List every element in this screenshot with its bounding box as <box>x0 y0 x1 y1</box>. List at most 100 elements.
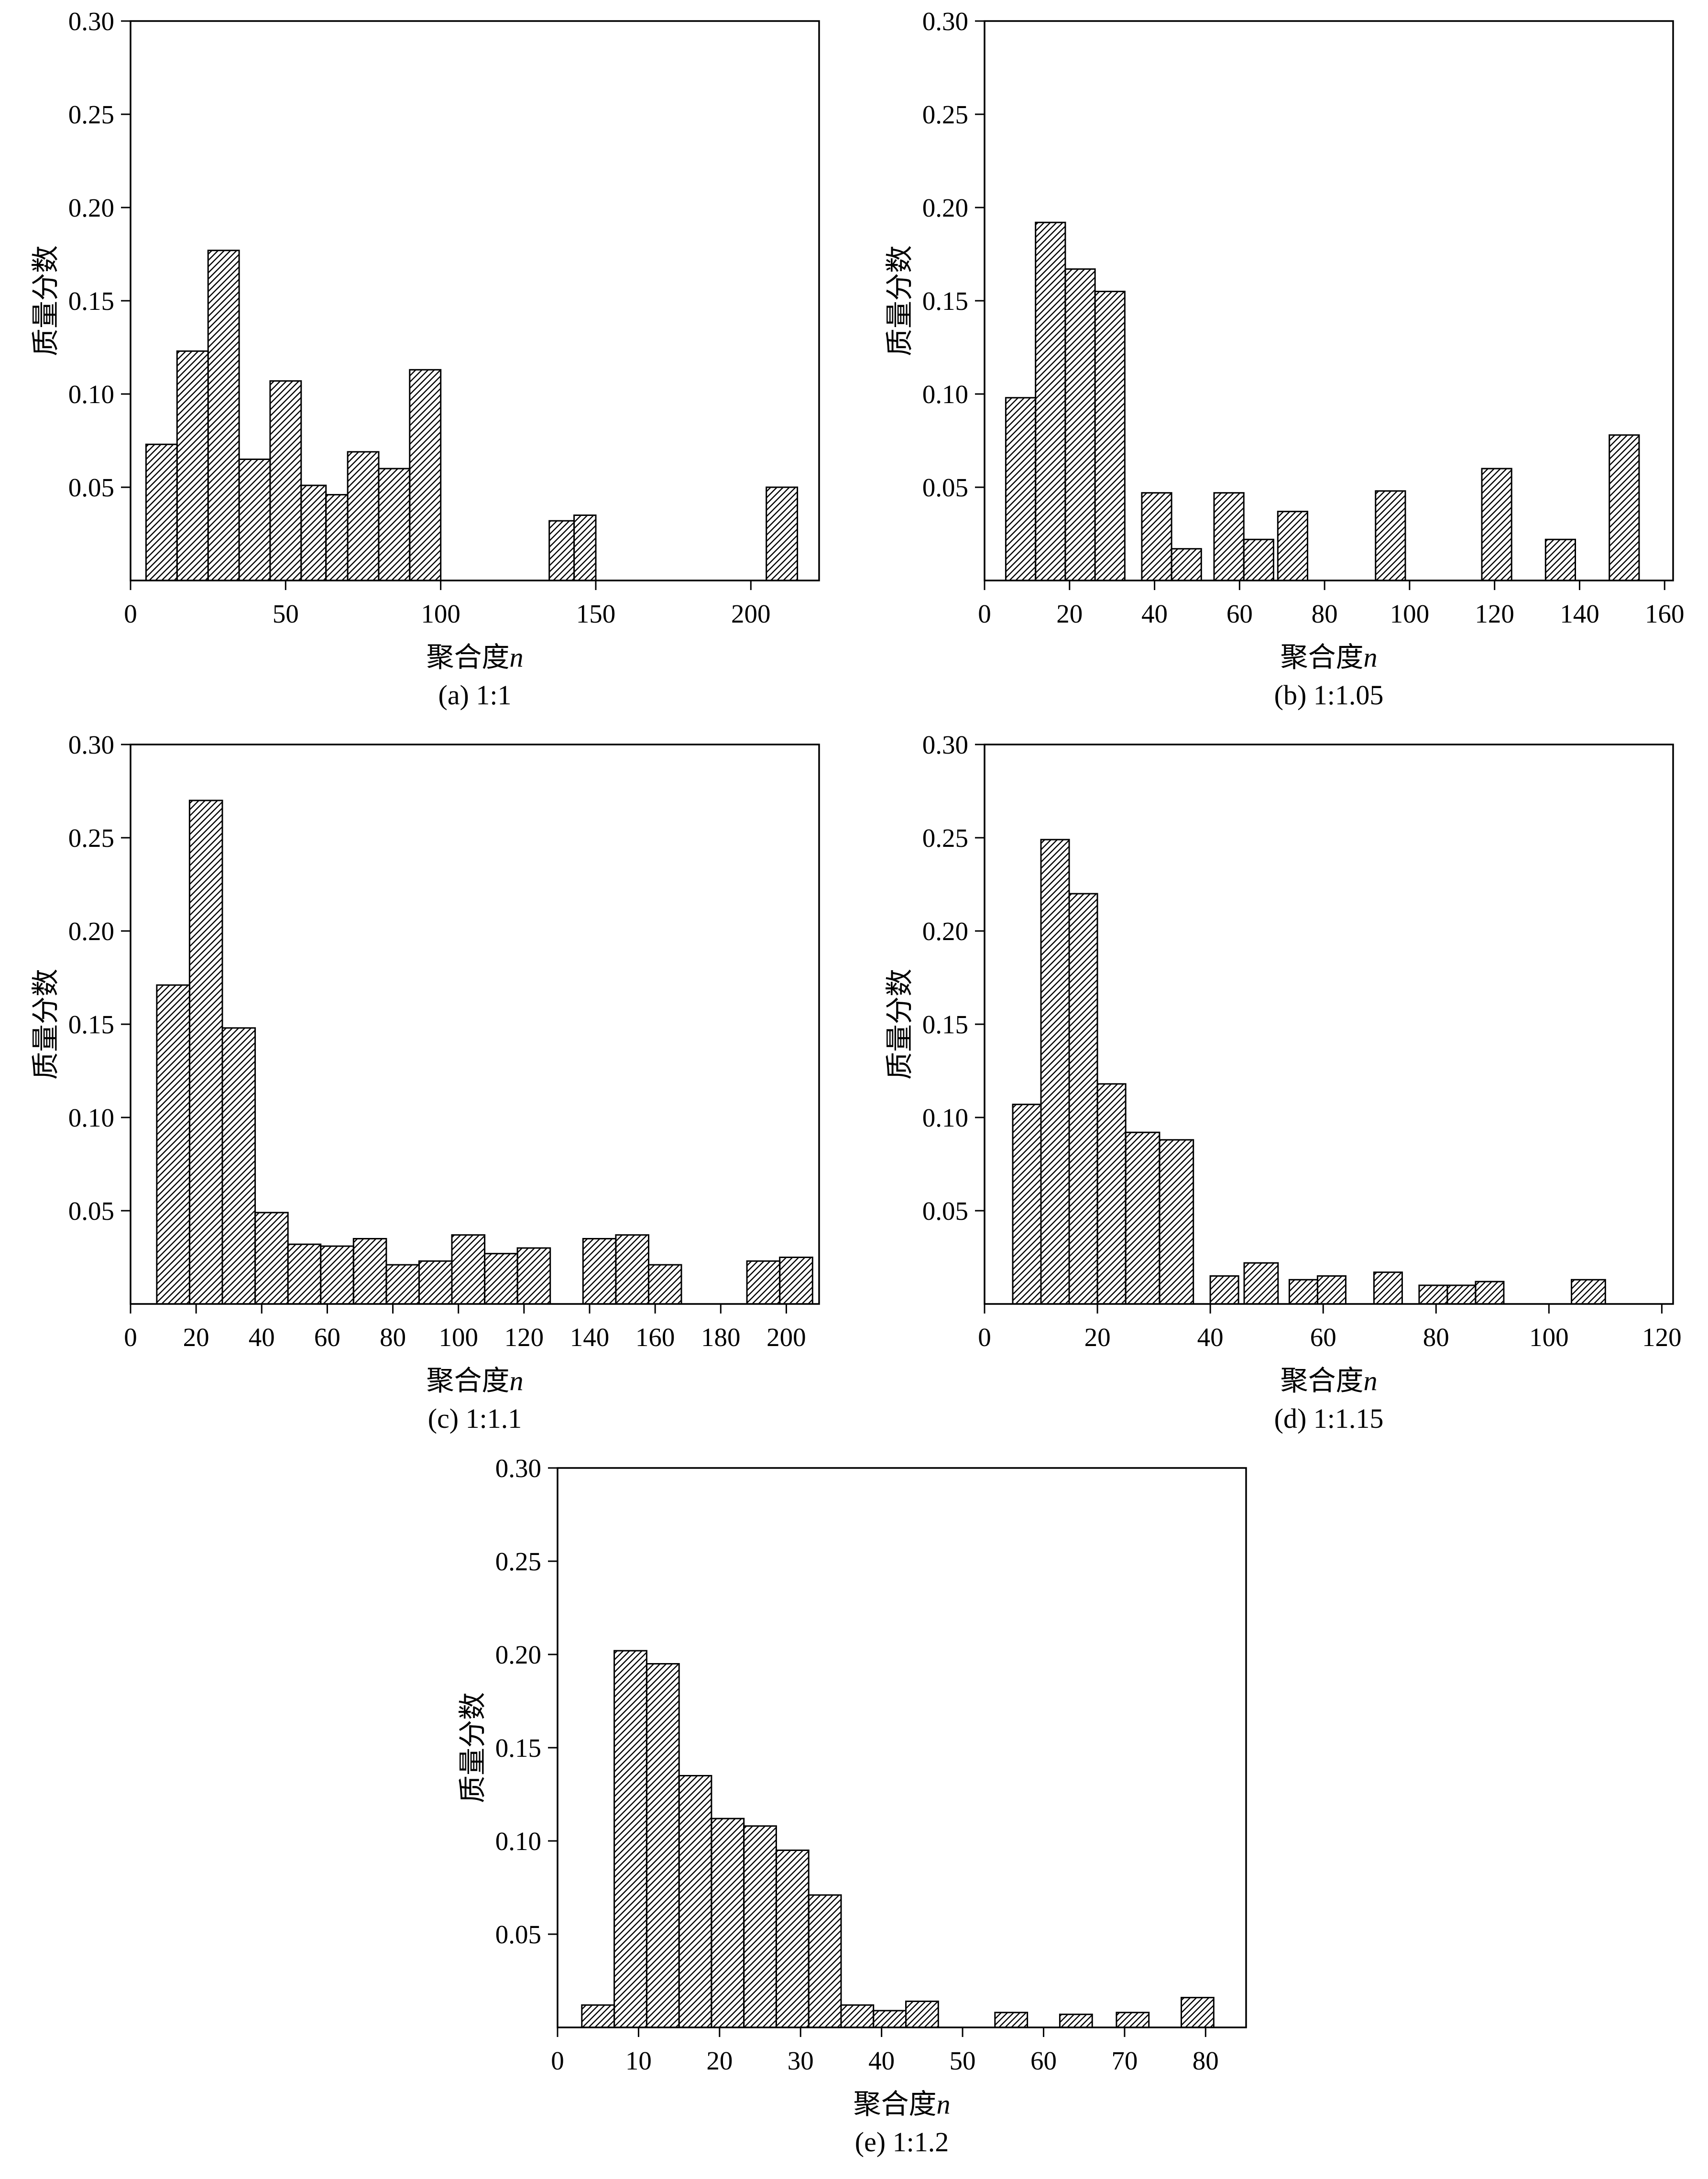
bar <box>905 2000 939 2028</box>
bar <box>1316 1275 1347 1305</box>
bar <box>1012 1104 1042 1305</box>
bar <box>1125 1131 1161 1305</box>
bar <box>188 799 223 1305</box>
bar <box>1096 1083 1127 1305</box>
bar <box>254 1212 289 1305</box>
x-axis-label: 聚合度n <box>426 1365 523 1396</box>
bar <box>352 1238 387 1305</box>
bar <box>300 484 327 581</box>
bar <box>573 515 597 581</box>
y-tick-label: 0.15 <box>922 1010 968 1039</box>
bar <box>1277 511 1308 581</box>
bar <box>1213 492 1245 581</box>
y-tick-label: 0.25 <box>922 823 968 853</box>
bar <box>516 1247 551 1305</box>
bar <box>548 520 575 581</box>
chart-svg: 0.05 0.10 0.15 0.20 0.25 0.30 0 20 40 60 80 100 120 质… <box>884 730 1682 1396</box>
y-tick-label: 0.30 <box>68 7 114 36</box>
chart-c-caption: (c) 1:1.1 <box>427 1403 522 1434</box>
bar <box>1094 291 1126 581</box>
x-tick-label: 60 <box>1310 1323 1336 1352</box>
bar <box>1375 490 1406 581</box>
y-tick-label: 0.10 <box>68 1103 114 1132</box>
x-axis-label: 聚合度n <box>1280 1365 1377 1396</box>
bar <box>1116 2012 1150 2028</box>
x-tick-label: 50 <box>950 2046 976 2075</box>
bar <box>1209 1275 1239 1305</box>
bar <box>1418 1284 1448 1305</box>
x-tick-label: 60 <box>314 1323 340 1352</box>
bar <box>320 1245 354 1305</box>
chart-b-caption: (b) 1:1.05 <box>1274 679 1384 711</box>
chart-e-caption: (e) 1:1.2 <box>854 2126 949 2157</box>
bar <box>1243 538 1274 581</box>
x-tick-label: 20 <box>1084 1323 1111 1352</box>
bar <box>1068 893 1098 1305</box>
x-tick-label: 120 <box>1475 599 1514 628</box>
bar <box>1181 1997 1215 2028</box>
y-tick-label: 0.15 <box>68 1010 114 1039</box>
x-tick-label: 0 <box>124 599 137 628</box>
x-tick-label: 200 <box>731 599 771 628</box>
bar <box>678 1775 712 2028</box>
bar <box>746 1260 781 1305</box>
chart-e: 0.05 0.10 0.15 0.20 0.25 0.30 0 10 20 30 40 50 60 70 8… <box>448 1454 1260 2158</box>
y-tick-label: 0.05 <box>495 1920 541 1949</box>
y-axis-label: 质量分数 <box>30 245 61 356</box>
bar <box>873 2010 907 2028</box>
x-tick-label: 80 <box>380 1323 406 1352</box>
y-tick-label: 0.30 <box>68 730 114 759</box>
bar <box>1059 2014 1093 2028</box>
x-tick-label: 80 <box>1193 2046 1219 2075</box>
bar <box>484 1253 518 1305</box>
y-tick-label: 0.25 <box>68 823 114 853</box>
bar <box>711 1818 745 2028</box>
y-axis-label: 质量分数 <box>884 245 915 356</box>
chart-e-plot: 0.05 0.10 0.15 0.20 0.25 0.30 0 10 20 30 40 50 60 70 8… <box>448 1454 1260 2123</box>
x-tick-label: 160 <box>635 1323 675 1352</box>
bar <box>647 1264 682 1305</box>
bar <box>1609 434 1640 581</box>
bar <box>1481 468 1512 581</box>
bar <box>1005 397 1037 581</box>
bar <box>156 984 190 1305</box>
y-axis-label: 质量分数 <box>30 969 61 1080</box>
x-tick-label: 40 <box>1141 599 1168 628</box>
x-tick-label: 120 <box>1642 1323 1682 1352</box>
y-tick-label: 0.15 <box>922 286 968 316</box>
x-tick-label: 50 <box>273 599 299 628</box>
bar <box>1243 1262 1279 1305</box>
y-tick-label: 0.10 <box>922 1103 968 1132</box>
chart-b-plot: 0.05 0.10 0.15 0.20 0.25 0.30 0 20 40 60 80 100 120 1… <box>875 7 1687 676</box>
bar <box>325 494 349 581</box>
x-axis-label: 聚合度n <box>1280 642 1377 673</box>
bar <box>1159 1139 1194 1305</box>
y-axis-label: 质量分数 <box>884 969 915 1080</box>
bar <box>1064 268 1096 581</box>
bar <box>581 2004 615 2028</box>
y-tick-label: 0.20 <box>68 917 114 946</box>
y-tick-label: 0.10 <box>922 380 968 409</box>
y-tick-label: 0.30 <box>922 7 968 36</box>
bar <box>646 1663 680 2028</box>
bar <box>1475 1281 1505 1305</box>
chart-b: 0.05 0.10 0.15 0.20 0.25 0.30 0 20 40 60 80 100 120 1… <box>875 7 1687 711</box>
bar <box>840 2004 875 2028</box>
bar <box>418 1260 453 1305</box>
bar <box>1544 538 1577 581</box>
x-tick-label: 150 <box>576 599 616 628</box>
bar <box>1035 221 1066 581</box>
chart-svg: 0.05 0.10 0.15 0.20 0.25 0.30 0 20 40 60 80 100 120 1… <box>30 730 820 1396</box>
y-tick-label: 0.10 <box>495 1827 541 1856</box>
bar <box>615 1234 650 1305</box>
chart-d: 0.05 0.10 0.15 0.20 0.25 0.30 0 20 40 60 80 100 120 质… <box>875 730 1687 1434</box>
chart-c-plot: 0.05 0.10 0.15 0.20 0.25 0.30 0 20 40 60 80 100 120 1… <box>21 730 833 1400</box>
x-tick-label: 60 <box>1030 2046 1057 2075</box>
x-tick-label: 100 <box>1529 1323 1569 1352</box>
chart-svg: 0.05 0.10 0.15 0.20 0.25 0.30 0 50 100 150 200 质量分数… <box>30 7 820 673</box>
y-tick-label: 0.05 <box>68 473 114 502</box>
x-tick-label: 100 <box>1390 599 1430 628</box>
bar <box>287 1243 322 1305</box>
bar <box>207 250 240 581</box>
